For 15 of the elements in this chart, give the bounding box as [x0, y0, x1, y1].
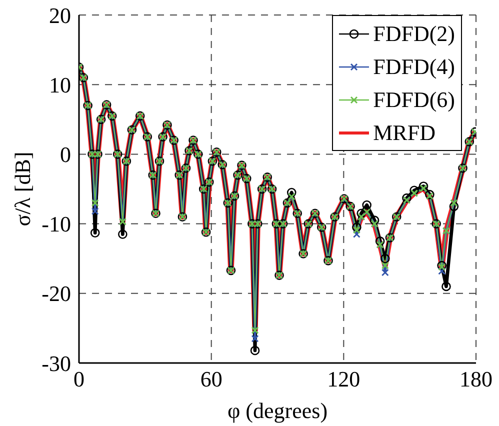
- y-tick-label: 0: [60, 142, 71, 168]
- y-tick-label: 10: [49, 72, 71, 98]
- y-tick-label: -30: [42, 350, 71, 376]
- x-tick-label: 180: [460, 366, 492, 392]
- y-tick-label: 20: [49, 2, 71, 28]
- legend-label: FDFD(4): [373, 54, 455, 80]
- x-tick-label: 60: [200, 366, 222, 392]
- y-tick-label: -20: [42, 281, 71, 306]
- legend-label: FDFD(2): [373, 20, 455, 46]
- legend-label: FDFD(6): [373, 86, 455, 112]
- x-axis-title: φ (degrees): [227, 398, 328, 423]
- y-axis-title: σ/λ [dB]: [10, 152, 35, 226]
- y-tick-label: -10: [42, 212, 71, 237]
- x-tick-label: 120: [327, 366, 360, 392]
- legend-label: MRFD: [373, 120, 436, 146]
